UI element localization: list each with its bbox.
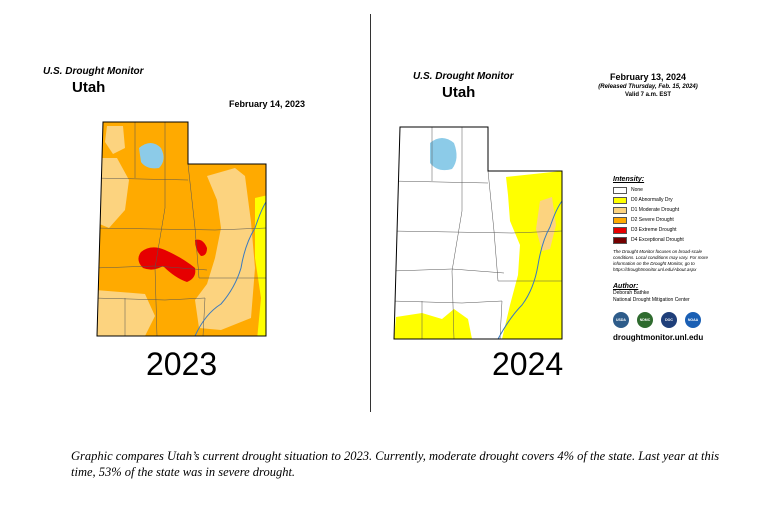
legend-swatch	[613, 186, 627, 194]
author-org: National Drought Mitigation Center	[613, 297, 690, 303]
author-heading: Author:	[613, 283, 639, 290]
legend-swatch	[613, 206, 627, 214]
d3-extreme-central-area	[138, 247, 196, 282]
legend-item: D3 Extreme Drought	[613, 225, 711, 235]
legend-swatch	[613, 226, 627, 234]
legend-item: None	[613, 185, 711, 195]
utah-border-2024	[393, 126, 563, 340]
legend-label: None	[631, 187, 643, 193]
great-salt-lake	[139, 143, 164, 169]
d1-moderate-east-area	[536, 197, 556, 251]
year-label-2024: 2024	[492, 346, 564, 382]
d0-abnormally-dry-southwest-area	[394, 309, 472, 339]
legend-swatch	[613, 236, 627, 244]
valid-time: Valid 7 a.m. EST	[624, 92, 672, 98]
right-state-name: Utah	[442, 84, 476, 101]
legend-items: None D0 Abnormally Dry D1 Moderate Drought…	[613, 185, 711, 245]
right-map-date: February 13, 2024	[609, 72, 687, 82]
legend-swatch	[613, 196, 627, 204]
legend-label: D0 Abnormally Dry	[631, 197, 673, 203]
caption: Graphic compares Utah’s current drought …	[71, 449, 720, 479]
doc-logo: DOC	[661, 312, 677, 328]
green-river	[194, 201, 266, 336]
legend: Intensity: None D0 Abnormally Dry D1 Moder…	[613, 176, 711, 342]
legend-label: D2 Severe Drought	[631, 217, 674, 223]
year-label-2023: 2023	[146, 346, 218, 382]
legend-item: D0 Abnormally Dry	[613, 195, 711, 205]
d0-abnormally-dry-east-area	[255, 194, 266, 336]
utah-map-2023	[96, 121, 267, 337]
d3-extreme-east-patch	[195, 239, 207, 256]
legend-item: D2 Severe Drought	[613, 215, 711, 225]
left-state-name: Utah	[72, 79, 106, 96]
great-salt-lake	[430, 138, 457, 171]
utah-border-2023	[96, 121, 267, 337]
legend-item: D1 Moderate Drought	[613, 205, 711, 215]
legend-item: D4 Exceptional Drought	[613, 235, 711, 245]
legend-label: D3 Extreme Drought	[631, 227, 677, 233]
utah-map-2024	[393, 126, 563, 340]
right-monitor-title: U.S. Drought Monitor	[413, 71, 514, 82]
legend-swatch	[613, 216, 627, 224]
d1-moderate-east-area	[195, 168, 255, 330]
green-river	[497, 200, 562, 339]
left-map-date: February 14, 2023	[229, 99, 306, 109]
release-date: (Released Thursday, Feb. 15, 2024)	[598, 84, 698, 90]
usda-logo: USDA	[613, 312, 629, 328]
legend-title: Intensity:	[613, 176, 645, 183]
ndmc-logo: NDMC	[637, 312, 653, 328]
left-monitor-title: U.S. Drought Monitor	[43, 66, 144, 77]
legend-label: D1 Moderate Drought	[631, 207, 680, 213]
legend-label: D4 Exceptional Drought	[631, 237, 684, 243]
agency-logos: USDA NDMC DOC NOAA	[613, 312, 711, 328]
d1-moderate-northwest-area	[105, 126, 125, 154]
d1-moderate-west-area	[97, 158, 129, 228]
legend-note: The Drought Monitor focuses on broad-sca…	[613, 249, 708, 272]
author-name: Deborah Bathke	[613, 290, 650, 296]
center-divider	[370, 14, 371, 412]
drought-monitor-url[interactable]: droughtmonitor.unl.edu	[613, 333, 704, 342]
noaa-logo: NOAA	[685, 312, 701, 328]
